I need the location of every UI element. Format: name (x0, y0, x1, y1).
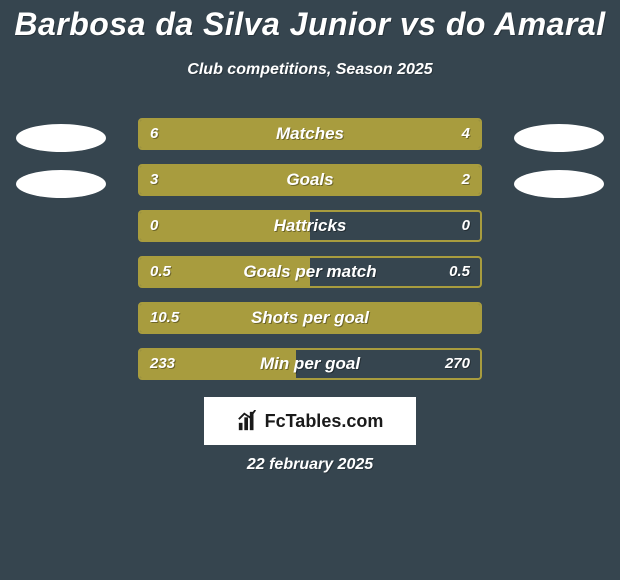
stat-bar-track (138, 118, 482, 150)
stat-row: Goals per match0.50.5 (0, 256, 620, 302)
stat-bar-track (138, 302, 482, 334)
comparison-canvas: Barbosa da Silva Junior vs do Amaral Clu… (0, 0, 620, 580)
stat-bar-fill (140, 258, 310, 286)
fctables-logo: FcTables.com (204, 397, 416, 445)
stat-bar-fill (140, 120, 480, 148)
bar-chart-icon (237, 410, 259, 432)
stat-bar-fill (140, 166, 480, 194)
player-left-ellipse (16, 170, 106, 198)
subtitle: Club competitions, Season 2025 (0, 61, 620, 79)
player-right-ellipse (514, 124, 604, 152)
date-text: 22 february 2025 (0, 456, 620, 474)
stat-row: Hattricks00 (0, 210, 620, 256)
stat-bar-track (138, 210, 482, 242)
stat-row: Goals32 (0, 164, 620, 210)
page-title: Barbosa da Silva Junior vs do Amaral (0, 0, 620, 43)
stat-row: Matches64 (0, 118, 620, 164)
player-left-ellipse (16, 124, 106, 152)
stat-bar-fill (140, 212, 310, 240)
stat-row: Min per goal233270 (0, 348, 620, 394)
player-right-ellipse (514, 170, 604, 198)
stat-bar-fill (140, 304, 480, 332)
stat-bar-track (138, 256, 482, 288)
logo-text: FcTables.com (265, 411, 384, 432)
stat-bar-track (138, 164, 482, 196)
stat-row: Shots per goal10.5 (0, 302, 620, 348)
stat-bar-fill (140, 350, 296, 378)
stat-bar-track (138, 348, 482, 380)
stats-container: Matches64Goals32Hattricks00Goals per mat… (0, 118, 620, 394)
